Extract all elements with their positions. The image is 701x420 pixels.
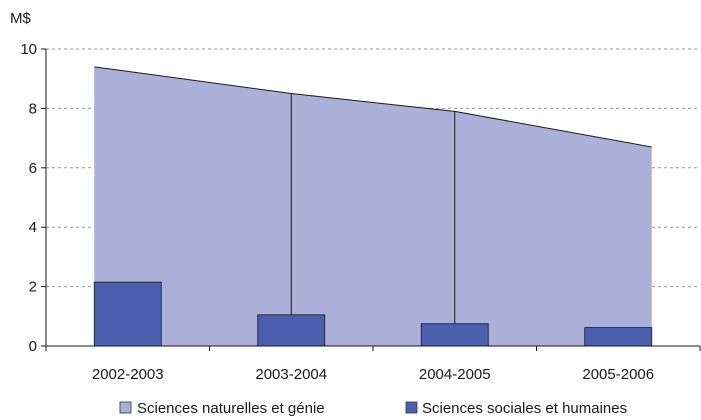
bar-series [93, 281, 653, 347]
y-axis-unit-label: M$ [10, 10, 31, 27]
legend: Sciences naturelles et génie Sciences so… [119, 400, 627, 417]
y-tick-label: 0 [29, 338, 37, 355]
legend-swatch-natural-sciences [119, 401, 132, 414]
area-top-line [94, 66, 652, 148]
x-tick-label: 2003-2004 [255, 366, 327, 383]
y-tick-label: 10 [20, 41, 37, 58]
bar [584, 327, 653, 347]
y-tick-label: 2 [29, 279, 37, 296]
legend-label-social-sciences: Sciences sociales et humaines [422, 400, 627, 417]
x-tick-label: 2005-2006 [582, 366, 654, 383]
y-tick-labels: 0 2 4 6 8 10 [20, 41, 37, 355]
bar [93, 281, 162, 347]
x-tick-label: 2004-2005 [419, 366, 491, 383]
area-series [94, 66, 652, 346]
y-tick-label: 8 [29, 100, 37, 117]
axes [41, 48, 701, 351]
y-tick-label: 6 [29, 160, 37, 177]
bar [420, 323, 489, 347]
x-tick-label: 2002-2003 [92, 366, 164, 383]
x-tick-labels: 2002-2003 2003-2004 2004-2005 2005-2006 [92, 366, 654, 383]
area-fill [94, 66, 652, 346]
bar [257, 314, 326, 347]
y-tick-label: 4 [29, 219, 37, 236]
legend-swatch-social-sciences [405, 401, 418, 414]
legend-label-natural-sciences: Sciences naturelles et génie [137, 400, 325, 417]
